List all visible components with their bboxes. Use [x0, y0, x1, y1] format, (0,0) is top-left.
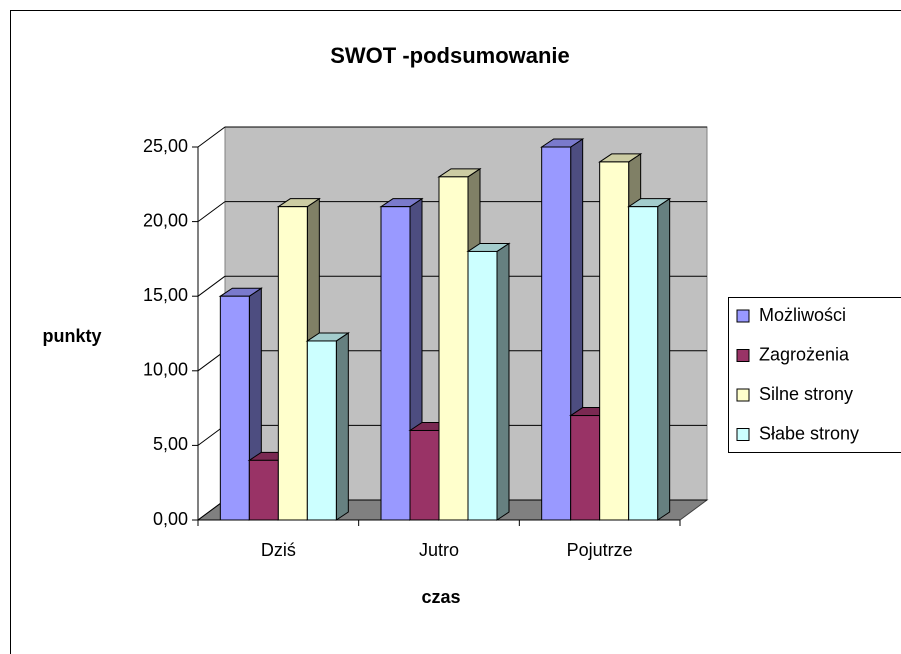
bar — [409, 429, 440, 521]
y-tick-label: 0,00 — [153, 509, 188, 529]
bar — [248, 459, 279, 521]
grid-line — [197, 275, 226, 297]
y-axis-label: punkty — [42, 326, 101, 346]
bar — [570, 415, 601, 521]
legend-swatch — [736, 388, 750, 402]
x-tick-label: Pojutrze — [567, 540, 633, 560]
y-tick-label: 20,00 — [143, 210, 188, 230]
chart-title: SWOT -podsumowanie — [330, 43, 570, 68]
legend-label: Zagrożenia — [759, 344, 850, 364]
bar — [306, 340, 337, 521]
bar-side — [335, 332, 349, 521]
bar — [438, 176, 469, 521]
legend-label: Słabe strony — [759, 423, 859, 443]
bar-side — [657, 197, 671, 521]
legend-swatch — [736, 428, 750, 441]
legend-box — [728, 297, 901, 453]
bar — [380, 206, 411, 521]
bar — [277, 206, 308, 521]
y-tick-label: 5,00 — [153, 434, 188, 454]
x-axis-label: czas — [421, 587, 460, 607]
bar-side — [496, 242, 510, 521]
x-tick-label: Dziś — [261, 540, 296, 560]
bar — [467, 250, 498, 521]
grid-line — [197, 126, 226, 148]
bar — [219, 295, 250, 521]
y-tick-label: 15,00 — [143, 285, 188, 305]
bar — [628, 206, 659, 521]
y-tick-label: 25,00 — [143, 136, 188, 156]
bar — [541, 146, 572, 521]
legend-swatch — [736, 349, 750, 362]
legend-label: Silne strony — [759, 384, 853, 404]
bar — [599, 161, 630, 521]
grid-line — [197, 201, 226, 223]
legend-swatch — [736, 309, 750, 323]
legend-label: Możliwości — [759, 305, 846, 325]
y-tick-label: 10,00 — [143, 360, 188, 380]
x-tick-label: Jutro — [419, 540, 459, 560]
